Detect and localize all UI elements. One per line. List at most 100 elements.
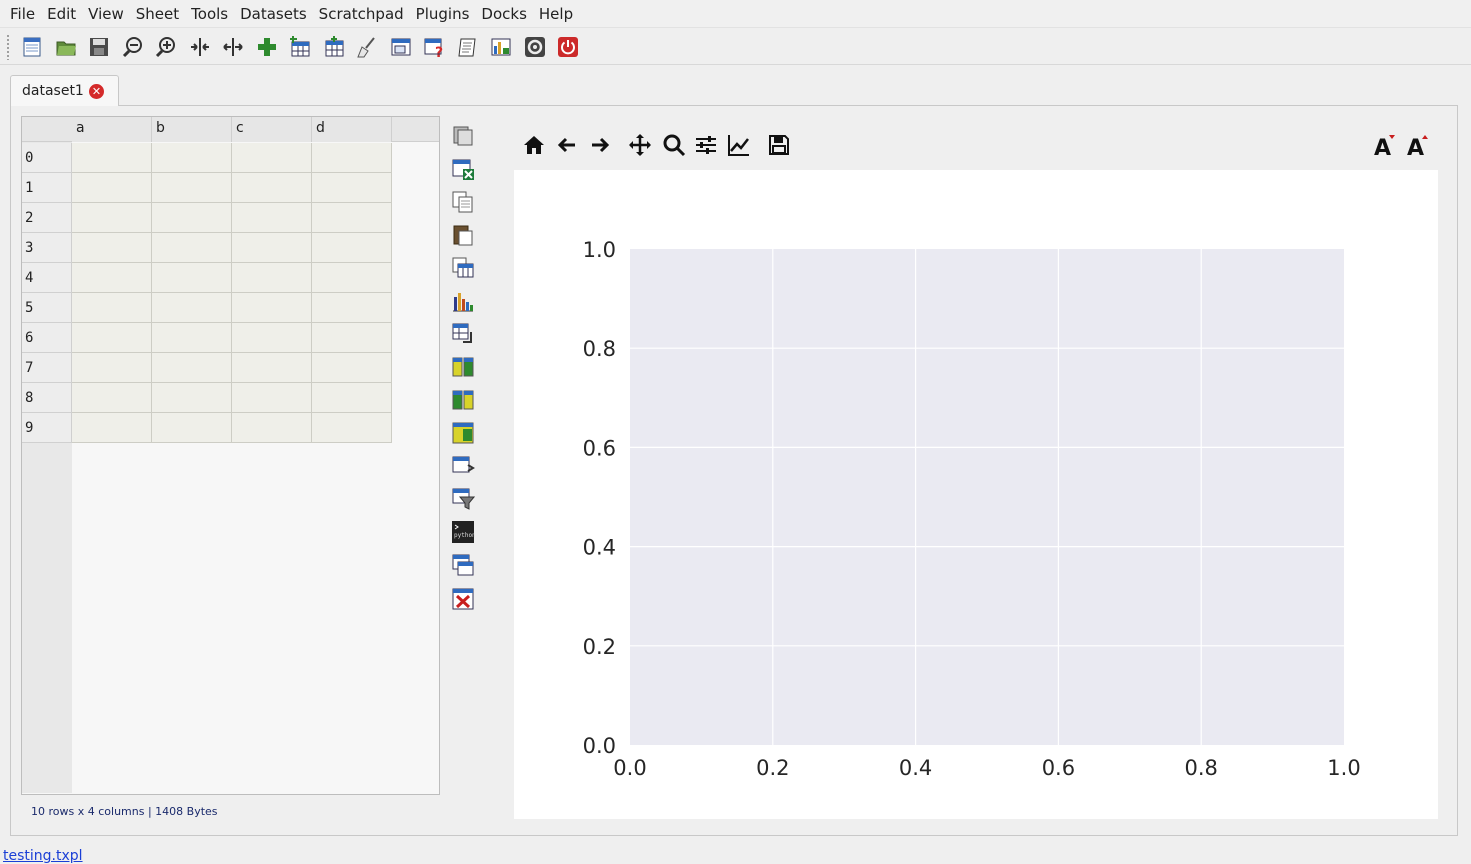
settings-button[interactable] — [521, 33, 549, 61]
table-copy-button[interactable] — [450, 255, 476, 281]
zoom-in-button[interactable] — [152, 33, 180, 61]
filter-button[interactable] — [450, 486, 476, 512]
python-console-button[interactable]: python — [450, 519, 476, 545]
table-cell[interactable] — [232, 173, 312, 203]
table-cell[interactable] — [72, 293, 152, 323]
row-header[interactable]: 4 — [22, 263, 72, 293]
concat-button[interactable] — [450, 387, 476, 413]
edit-axis-button[interactable] — [725, 131, 753, 159]
close-icon[interactable]: ✕ — [89, 84, 104, 99]
table-cell[interactable] — [232, 383, 312, 413]
table-cell[interactable] — [152, 143, 232, 173]
menu-datasets[interactable]: Datasets — [240, 4, 307, 23]
status-bar-project-link[interactable]: testing.txpl — [3, 848, 83, 864]
table-cell[interactable] — [72, 173, 152, 203]
row-header[interactable]: 7 — [22, 353, 72, 383]
table-cell[interactable] — [232, 233, 312, 263]
table-cell[interactable] — [232, 293, 312, 323]
menu-plugins[interactable]: Plugins — [415, 4, 470, 23]
table-cell[interactable] — [312, 263, 392, 293]
export-excel-button[interactable] — [450, 156, 476, 182]
table-cell[interactable] — [152, 413, 232, 443]
save-figure-button[interactable] — [765, 131, 793, 159]
table-cell[interactable] — [72, 353, 152, 383]
apply-function-button[interactable] — [450, 453, 476, 479]
table-cell[interactable] — [72, 233, 152, 263]
notes-button[interactable] — [454, 33, 482, 61]
table-cell[interactable] — [72, 413, 152, 443]
row-header[interactable]: 8 — [22, 383, 72, 413]
add-button[interactable] — [253, 33, 281, 61]
column-header[interactable]: a — [72, 117, 152, 142]
table-cell[interactable] — [312, 173, 392, 203]
contract-columns-button[interactable] — [186, 33, 214, 61]
table-cell[interactable] — [232, 203, 312, 233]
table-cell[interactable] — [72, 143, 152, 173]
new-project-button[interactable] — [18, 33, 46, 61]
font-larger-button[interactable]: A — [1370, 131, 1398, 159]
pan-button[interactable] — [626, 131, 654, 159]
add-sheet-button[interactable] — [286, 33, 314, 61]
menu-docks[interactable]: Docks — [481, 4, 527, 23]
table-cell[interactable] — [152, 353, 232, 383]
table-cell[interactable] — [312, 413, 392, 443]
home-button[interactable] — [520, 131, 548, 159]
open-project-button[interactable] — [52, 33, 80, 61]
menu-file[interactable]: File — [10, 4, 36, 23]
toolbar-grip[interactable] — [6, 33, 10, 60]
save-project-button[interactable] — [85, 33, 113, 61]
table-cell[interactable] — [152, 203, 232, 233]
table-cell[interactable] — [312, 143, 392, 173]
table-cell[interactable] — [152, 173, 232, 203]
forward-button[interactable] — [586, 131, 614, 159]
table-cell[interactable] — [312, 233, 392, 263]
row-header[interactable]: 9 — [22, 413, 72, 443]
table-cell[interactable] — [312, 203, 392, 233]
zoom-button[interactable] — [660, 131, 688, 159]
row-header[interactable]: 6 — [22, 323, 72, 353]
font-smaller-button[interactable]: A — [1403, 131, 1431, 159]
table-cell[interactable] — [232, 323, 312, 353]
column-header[interactable]: d — [312, 117, 392, 142]
load-table-button[interactable] — [450, 123, 476, 149]
clear-table-button[interactable] — [450, 586, 476, 612]
merge-button[interactable] — [450, 354, 476, 380]
table-cell[interactable] — [152, 383, 232, 413]
table-cell[interactable] — [152, 293, 232, 323]
quit-button[interactable] — [554, 33, 582, 61]
pivot-button[interactable] — [450, 420, 476, 446]
table-cell[interactable] — [72, 263, 152, 293]
menu-view[interactable]: View — [88, 4, 124, 23]
table-cell[interactable] — [152, 323, 232, 353]
table-cell[interactable] — [72, 323, 152, 353]
plot-button[interactable] — [450, 288, 476, 314]
add-table-button[interactable] — [320, 33, 348, 61]
plot-canvas[interactable]: 0.0 0.2 0.4 0.6 0.8 1.0 0.0 0.2 0.4 0.6 0.8 1.0 — [514, 170, 1438, 819]
row-header[interactable]: 0 — [22, 143, 72, 173]
table-cell[interactable] — [72, 203, 152, 233]
table-cell[interactable] — [232, 263, 312, 293]
table-cell[interactable] — [312, 353, 392, 383]
copy-button[interactable] — [450, 189, 476, 215]
table-cell[interactable] — [312, 383, 392, 413]
dataset-button[interactable] — [387, 33, 415, 61]
table-cell[interactable] — [312, 323, 392, 353]
row-header[interactable]: 2 — [22, 203, 72, 233]
clean-button[interactable] — [353, 33, 381, 61]
table-cell[interactable] — [152, 263, 232, 293]
table-cell[interactable] — [152, 233, 232, 263]
table-cell[interactable] — [232, 413, 312, 443]
column-header[interactable]: b — [152, 117, 232, 142]
expand-columns-button[interactable] — [219, 33, 247, 61]
menu-edit[interactable]: Edit — [47, 4, 77, 23]
configure-button[interactable] — [692, 131, 720, 159]
row-header[interactable]: 3 — [22, 233, 72, 263]
zoom-out-button[interactable] — [119, 33, 147, 61]
transpose-button[interactable] — [450, 321, 476, 347]
menu-help[interactable]: Help — [538, 4, 574, 23]
column-header[interactable]: c — [232, 117, 312, 142]
menu-sheet[interactable]: Sheet — [135, 4, 180, 23]
table-cell[interactable] — [312, 293, 392, 323]
table-cell[interactable] — [232, 143, 312, 173]
menu-scratchpad[interactable]: Scratchpad — [318, 4, 404, 23]
